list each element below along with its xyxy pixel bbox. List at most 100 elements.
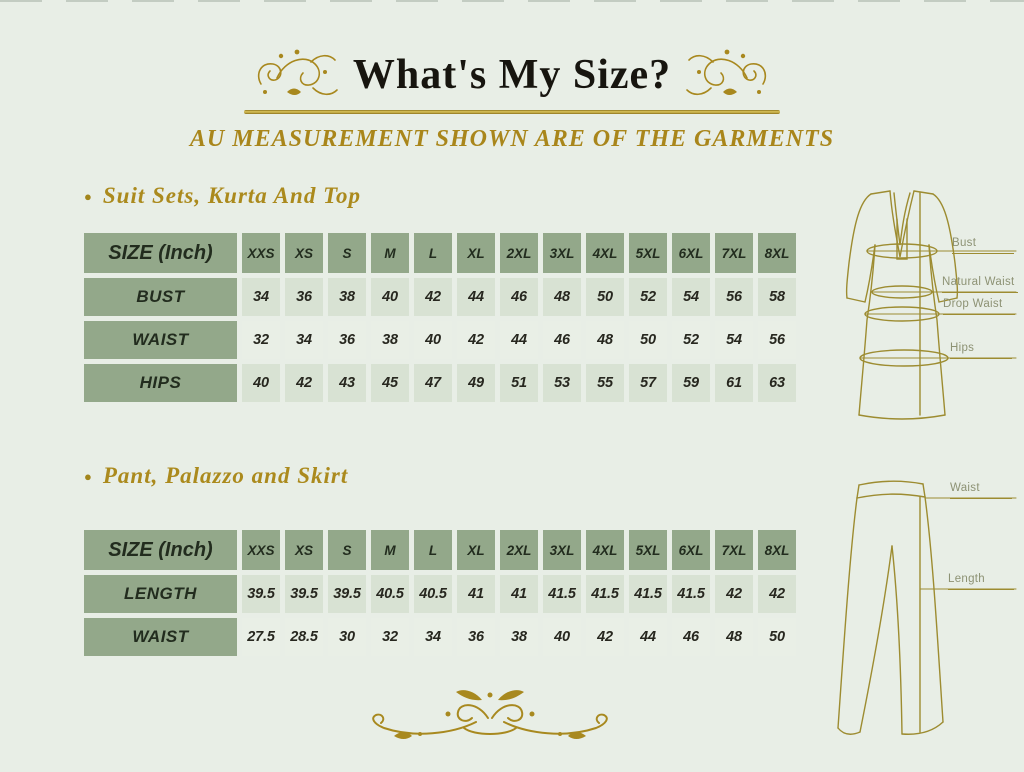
value-cell: 42 [285, 364, 323, 402]
size-header-cell: 3XL [543, 530, 581, 570]
value-cell: 40 [242, 364, 280, 402]
pant-illustration [837, 480, 1017, 735]
bottom-scroll-ornament-icon [372, 690, 608, 739]
value-cell: 41.5 [629, 575, 667, 613]
value-cell: 54 [715, 321, 753, 359]
size-header-cell: 8XL [758, 233, 796, 273]
value-cell: 53 [543, 364, 581, 402]
measure-label-hips: Hips [950, 342, 1012, 359]
value-cell: 44 [500, 321, 538, 359]
value-cell: 50 [629, 321, 667, 359]
title-row: What's My Size? [251, 44, 773, 106]
table-corner-label: SIZE (Inch) [84, 530, 237, 570]
size-header-cell: XL [457, 233, 495, 273]
value-cell: 52 [629, 278, 667, 316]
table-corner-label: SIZE (Inch) [84, 233, 237, 273]
page-title: What's My Size? [352, 51, 672, 98]
value-cell: 49 [457, 364, 495, 402]
size-header-cell: L [414, 530, 452, 570]
section-title-text: Pant, Palazzo and Skirt [102, 463, 349, 488]
value-cell: 41 [457, 575, 495, 613]
page-subtitle: AU MEASUREMENT SHOWN ARE OF THE GARMENTS [189, 126, 835, 152]
suit-sets-size-table: SIZE (Inch) XXS XS S M L XL 2XL 3XL 4XL 5XL 6XL 7XL 8… [84, 233, 796, 402]
size-header-cell: 2XL [500, 233, 538, 273]
value-cell: 34 [285, 321, 323, 359]
value-cell: 42 [414, 278, 452, 316]
value-cell: 40 [543, 618, 581, 656]
row-label-cell: HIPS [84, 364, 237, 402]
gold-divider-line [244, 110, 780, 114]
value-cell: 47 [414, 364, 452, 402]
bullet-icon: ● [84, 188, 93, 204]
value-cell: 50 [758, 618, 796, 656]
size-header-cell: M [371, 530, 409, 570]
swirl-ornament-left-icon [257, 49, 338, 96]
top-edge-line [0, 0, 1024, 2]
value-cell: 42 [758, 575, 796, 613]
value-cell: 32 [371, 618, 409, 656]
size-header-cell: 5XL [629, 530, 667, 570]
value-cell: 28.5 [285, 618, 323, 656]
value-cell: 36 [328, 321, 366, 359]
size-header-cell: 3XL [543, 233, 581, 273]
measure-label-pant-length: Length [948, 573, 1014, 590]
size-header-cell: S [328, 530, 366, 570]
size-header-cell: 7XL [715, 233, 753, 273]
size-header-cell: 6XL [672, 233, 710, 273]
value-cell: 51 [500, 364, 538, 402]
value-cell: 34 [414, 618, 452, 656]
value-cell: 56 [715, 278, 753, 316]
section-title-pant-palazzo: ● Pant, Palazzo and Skirt [84, 463, 348, 489]
value-cell: 41.5 [672, 575, 710, 613]
section-title-text: Suit Sets, Kurta And Top [102, 183, 362, 208]
section-title-suit-sets: ● Suit Sets, Kurta And Top [84, 183, 361, 209]
size-header-cell: XS [285, 233, 323, 273]
value-cell: 46 [672, 618, 710, 656]
value-cell: 41 [500, 575, 538, 613]
measure-label-drop-waist: Drop Waist [943, 298, 1015, 315]
size-header-cell: XXS [242, 530, 280, 570]
row-label-cell: BUST [84, 278, 237, 316]
value-cell: 54 [672, 278, 710, 316]
size-header-cell: 2XL [500, 530, 538, 570]
size-header-cell: L [414, 233, 452, 273]
value-cell: 43 [328, 364, 366, 402]
value-cell: 50 [586, 278, 624, 316]
size-header-cell: 4XL [586, 530, 624, 570]
size-header-cell: 6XL [672, 530, 710, 570]
value-cell: 56 [758, 321, 796, 359]
value-cell: 42 [715, 575, 753, 613]
size-header-cell: XS [285, 530, 323, 570]
value-cell: 52 [672, 321, 710, 359]
value-cell: 27.5 [242, 618, 280, 656]
value-cell: 44 [457, 278, 495, 316]
value-cell: 39.5 [242, 575, 280, 613]
measure-label-bust: Bust [952, 237, 1014, 254]
value-cell: 57 [629, 364, 667, 402]
swirl-ornament-right-icon [686, 49, 767, 96]
value-cell: 63 [758, 364, 796, 402]
value-cell: 59 [672, 364, 710, 402]
value-cell: 45 [371, 364, 409, 402]
value-cell: 36 [285, 278, 323, 316]
measure-label-pant-waist: Waist [950, 482, 1012, 499]
value-cell: 48 [543, 278, 581, 316]
size-header-cell: XXS [242, 233, 280, 273]
value-cell: 40 [414, 321, 452, 359]
value-cell: 58 [758, 278, 796, 316]
value-cell: 61 [715, 364, 753, 402]
value-cell: 30 [328, 618, 366, 656]
value-cell: 40.5 [371, 575, 409, 613]
header: What's My Size? AU MEASUREMENT SHOWN ARE… [0, 44, 1024, 153]
size-header-cell: S [328, 233, 366, 273]
row-label-cell: WAIST [84, 618, 237, 656]
row-label-cell: WAIST [84, 321, 237, 359]
value-cell: 55 [586, 364, 624, 402]
value-cell: 40.5 [414, 575, 452, 613]
value-cell: 38 [371, 321, 409, 359]
value-cell: 46 [543, 321, 581, 359]
bullet-icon: ● [84, 468, 93, 484]
size-header-cell: 5XL [629, 233, 667, 273]
value-cell: 40 [371, 278, 409, 316]
value-cell: 38 [328, 278, 366, 316]
